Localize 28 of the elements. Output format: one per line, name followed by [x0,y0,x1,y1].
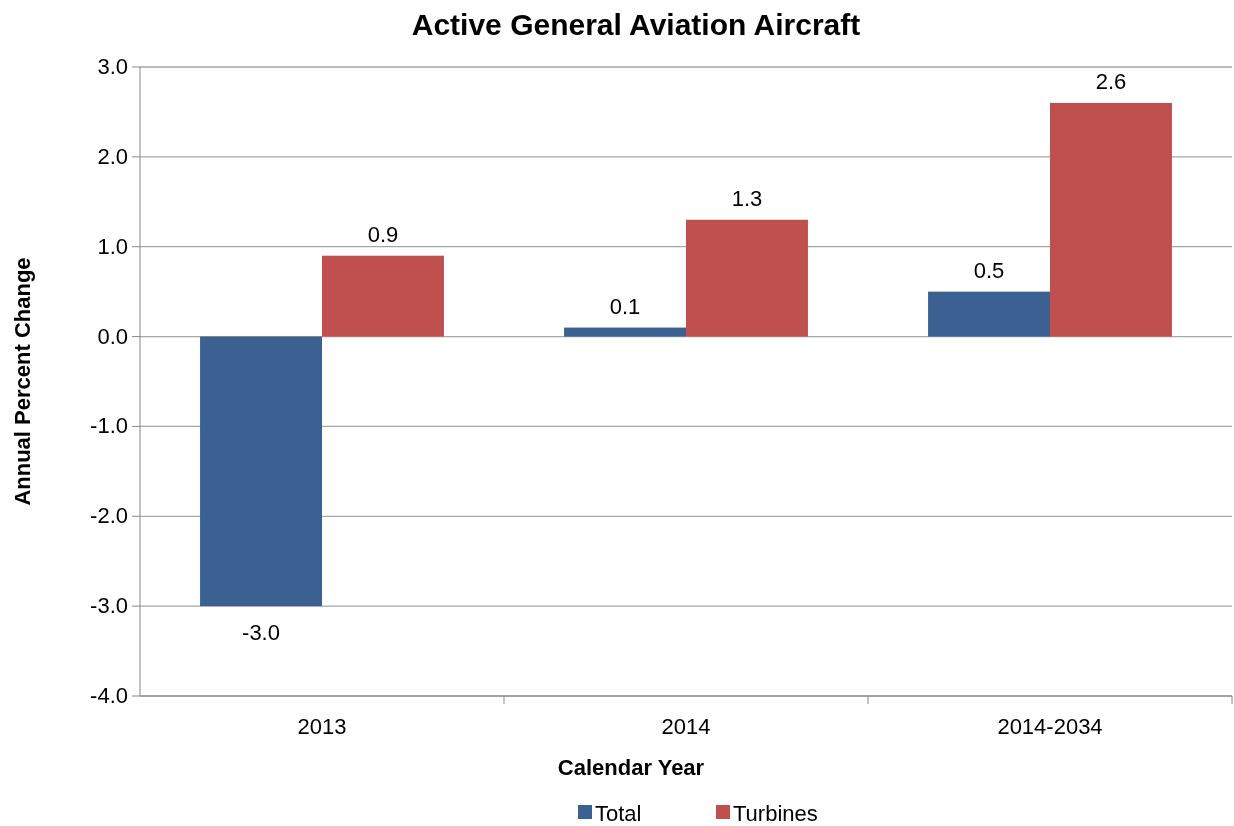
bar [322,255,444,337]
y-tick-label: 0.0 [97,323,128,349]
bar [564,327,686,337]
data-label: 0.5 [973,257,1005,283]
x-tick-label: 2014-2034 [997,714,1103,739]
y-tick-label: 3.0 [97,54,128,79]
data-label: 1.3 [731,185,763,211]
data-label: 2.6 [1095,68,1127,94]
y-tick-label: 2.0 [97,143,128,169]
bar [928,291,1050,337]
x-tick-label: 2014 [661,714,711,739]
data-label: 0.9 [367,221,399,247]
y-tick-label: -3.0 [90,593,128,619]
bar [1050,102,1172,337]
y-tick-label: 1.0 [97,233,128,259]
y-tick-label: -1.0 [90,413,128,439]
chart-title: Active General Aviation Aircraft [411,8,861,41]
y-tick-label: -2.0 [90,503,128,529]
legend-label: Total [595,801,642,826]
y-axis-title: Annual Percent Change [10,257,35,506]
legend-label: Turbines [733,801,818,826]
bar [686,219,808,337]
bar [200,336,322,607]
x-axis-title: Calendar Year [557,755,705,780]
data-label: 0.1 [609,293,641,319]
y-tick-label: -4.0 [90,683,128,708]
data-label: -3.0 [242,620,280,646]
x-tick-label: 2013 [297,714,347,739]
